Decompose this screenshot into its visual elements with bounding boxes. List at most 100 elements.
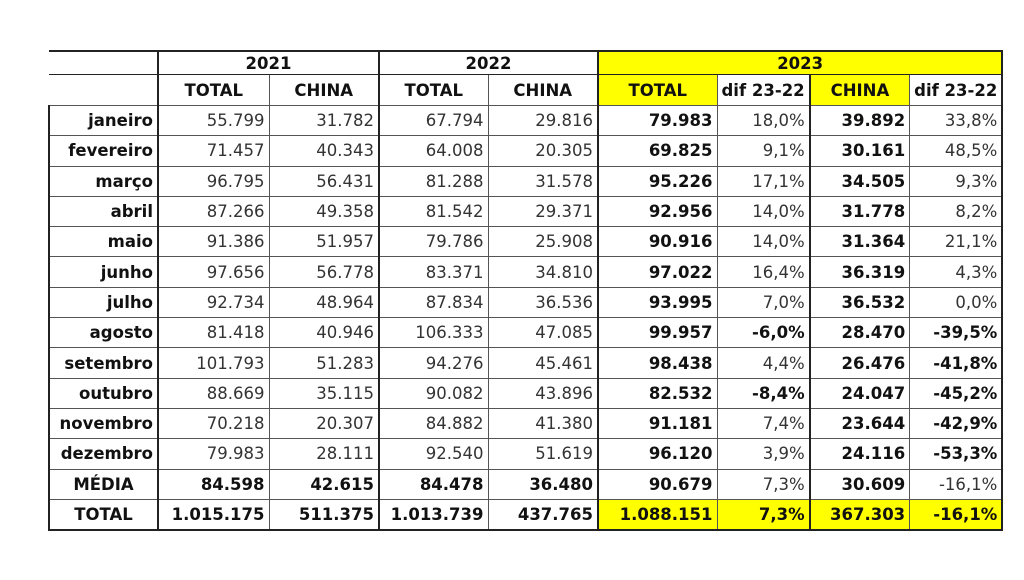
cell-2023-total: 98.438 (597, 347, 718, 379)
subheader-2023-china: CHINA (808, 74, 911, 106)
row-label: abril (48, 195, 159, 228)
row-label: agosto (48, 317, 159, 349)
cell-2023-china-dif: 0,0% (909, 286, 1004, 319)
table-row: TOTAL 1.015.175 511.375 1.013.739 437.765 1.0… (48, 498, 1004, 532)
cell-2021-china: 51.283 (268, 347, 380, 379)
cell-2023-china: 24.116 (808, 438, 911, 470)
row-label: março (48, 165, 159, 197)
cell-2022-china: 25.908 (487, 226, 599, 258)
cell-2021-china: 31.782 (268, 104, 380, 137)
cell-2023-china-dif: -45,2% (909, 377, 1004, 409)
cell-2023-total: 99.957 (597, 317, 718, 349)
row-label: MÉDIA (48, 468, 159, 500)
subheader-2023-china-dif: dif 23-22 (909, 74, 1004, 106)
cell-2021-china: 40.343 (268, 135, 380, 167)
row-label: maio (48, 226, 159, 258)
cell-2023-total-dif: -8,4% (716, 377, 811, 409)
cell-2023-total: 97.022 (597, 256, 718, 288)
row-label: junho (48, 256, 159, 288)
cell-2023-total-dif: 3,9% (716, 438, 811, 470)
cell-2023-china: 28.470 (808, 317, 911, 349)
cell-2021-china: 28.111 (268, 438, 380, 470)
cell-2021-total: 91.386 (157, 226, 270, 258)
cell-2023-total-dif: 7,0% (716, 286, 811, 319)
row-label: outubro (48, 377, 159, 409)
cell-2023-china-dif: 33,8% (909, 104, 1004, 137)
cell-2022-total: 1.013.739 (378, 498, 489, 532)
data-table: 2021 2022 2023 TOTAL CHINA TOTAL CHINA T… (48, 50, 1004, 532)
cell-2023-china-dif: -53,3% (909, 438, 1004, 470)
cell-2022-china: 29.371 (487, 195, 599, 228)
cell-2022-total: 92.540 (378, 438, 489, 470)
table-row: julho 92.734 48.964 87.834 36.536 93.995 7,0% 3… (48, 286, 1004, 319)
cell-2023-total-dif: 7,3% (716, 468, 811, 500)
cell-2021-china: 56.778 (268, 256, 380, 288)
row-label: julho (48, 286, 159, 319)
subheader-2022-china: CHINA (487, 74, 599, 106)
table-row: junho 97.656 56.778 83.371 34.810 97.022 16,4%… (48, 256, 1004, 288)
cell-2023-total: 69.825 (597, 135, 718, 167)
cell-2023-china-dif: 4,3% (909, 256, 1004, 288)
cell-2023-total-dif: 16,4% (716, 256, 811, 288)
cell-2022-china: 437.765 (487, 498, 599, 532)
cell-2021-total: 1.015.175 (157, 498, 270, 532)
cell-2023-china: 23.644 (808, 407, 911, 440)
cell-2021-china: 40.946 (268, 317, 380, 349)
cell-2021-total: 88.669 (157, 377, 270, 409)
cell-2022-total: 64.008 (378, 135, 489, 167)
cell-2023-total: 1.088.151 (597, 498, 718, 532)
cell-2023-total: 93.995 (597, 286, 718, 319)
cell-2021-china: 511.375 (268, 498, 380, 532)
cell-2021-china: 42.615 (268, 468, 380, 500)
cell-2021-china: 48.964 (268, 286, 380, 319)
cell-2021-total: 92.734 (157, 286, 270, 319)
cell-2023-china: 36.532 (808, 286, 911, 319)
cell-2021-total: 79.983 (157, 438, 270, 470)
cell-2022-china: 34.810 (487, 256, 599, 288)
table-row: janeiro 55.799 31.782 67.794 29.816 79.983 18,… (48, 104, 1004, 137)
cell-2023-china-dif: -41,8% (909, 347, 1004, 379)
cell-2023-total: 79.983 (597, 104, 718, 137)
year-header-2023: 2023 (596, 50, 1004, 75)
cell-2023-china: 24.047 (808, 377, 911, 409)
table-row: março 96.795 56.431 81.288 31.578 95.226 17,1%… (48, 165, 1004, 197)
cell-2023-total-dif: 14,0% (716, 195, 811, 228)
cell-2023-china-dif: 48,5% (909, 135, 1004, 167)
cell-2023-china: 30.161 (808, 135, 911, 167)
cell-2023-total-dif: -6,0% (716, 317, 811, 349)
cell-2023-china-dif: 8,2% (909, 195, 1004, 228)
subheader-2023-total-dif: dif 23-22 (716, 74, 811, 106)
cell-2023-china-dif: -16,1% (909, 468, 1004, 500)
cell-2021-total: 55.799 (157, 104, 270, 137)
cell-2023-total-dif: 17,1% (716, 165, 811, 197)
cell-2021-total: 97.656 (157, 256, 270, 288)
cell-2021-china: 20.307 (268, 407, 380, 440)
cell-2021-total: 84.598 (157, 468, 270, 500)
cell-2021-total: 81.418 (157, 317, 270, 349)
cell-2023-total-dif: 7,3% (716, 498, 811, 532)
table-row: MÉDIA 84.598 42.615 84.478 36.480 90.679 7,3% 3… (48, 468, 1004, 500)
cell-2022-china: 31.578 (487, 165, 599, 197)
cell-2021-total: 70.218 (157, 407, 270, 440)
cell-2023-china: 31.364 (808, 226, 911, 258)
table-row: setembro 101.793 51.283 94.276 45.461 98.438 4… (48, 347, 1004, 379)
cell-2022-china: 20.305 (487, 135, 599, 167)
cell-2022-total: 106.333 (378, 317, 489, 349)
cell-2022-china: 43.896 (487, 377, 599, 409)
cell-2023-total: 92.956 (597, 195, 718, 228)
cell-2023-total: 90.679 (597, 468, 718, 500)
corner-empty (49, 50, 158, 75)
cell-2023-china: 30.609 (808, 468, 911, 500)
cell-2023-china: 34.505 (808, 165, 911, 197)
cell-2022-china: 41.380 (487, 407, 599, 440)
cell-2022-total: 84.478 (378, 468, 489, 500)
cell-2023-china-dif: -16,1% (909, 498, 1004, 532)
cell-2021-total: 101.793 (157, 347, 270, 379)
cell-2023-china: 39.892 (808, 104, 911, 137)
cell-2023-china: 367.303 (808, 498, 911, 532)
subheader-2021-total: TOTAL (157, 74, 270, 106)
cell-2023-china: 26.476 (808, 347, 911, 379)
cell-2021-total: 96.795 (157, 165, 270, 197)
cell-2023-china-dif: -42,9% (909, 407, 1004, 440)
cell-2023-total: 96.120 (597, 438, 718, 470)
